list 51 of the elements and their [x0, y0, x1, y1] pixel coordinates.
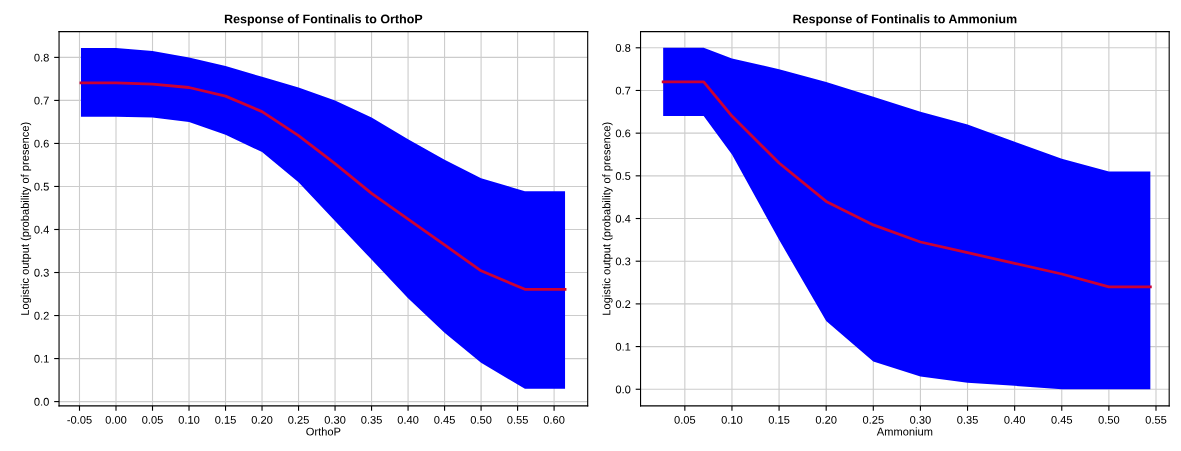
- line-series: [661, 80, 1152, 289]
- x-tick-label: 0.55: [1145, 415, 1167, 424]
- x-tick-label: 0.40: [397, 415, 419, 424]
- y-tick-label: 0.4: [34, 225, 49, 234]
- y-tick-label: 0.2: [615, 300, 631, 309]
- x-tick-label: 0.20: [251, 415, 273, 424]
- y-tick-label: 0.7: [615, 86, 631, 95]
- x-tick-label: 0.30: [910, 415, 931, 424]
- y-axis-title: Logistic output (probability of presence): [20, 122, 32, 315]
- y-tick-label: 0.3: [34, 268, 49, 277]
- x-tick-label: 0.35: [361, 415, 382, 424]
- y-tick-label: 0.3: [615, 257, 631, 266]
- chart-title: Response of Fontinalis to OrthoP: [224, 14, 423, 26]
- y-tick-label: 0.8: [34, 53, 49, 62]
- y-tick-label: 0.5: [615, 172, 631, 180]
- x-tick-label: 0.25: [862, 415, 884, 424]
- x-tick-label: 0.45: [434, 415, 455, 424]
- y-tick-label: 0.1: [34, 354, 49, 363]
- chart-title: Response of Fontinalis to Ammonium: [793, 14, 1017, 26]
- y-tick-label: 0.5: [34, 182, 49, 191]
- x-tick-label: 0.15: [215, 415, 236, 424]
- y-tick-label: 0.0: [615, 385, 631, 394]
- x-tick-label: 0.55: [507, 415, 528, 424]
- x-tick-label: -0.05: [67, 415, 92, 424]
- x-axis-title: OrthoP: [306, 427, 341, 436]
- x-tick-label: 0.35: [957, 415, 978, 424]
- x-tick-label: 0.10: [721, 415, 743, 424]
- y-tick-label: 0.0: [34, 397, 49, 406]
- y-axis-title: Logistic output (probability of presence): [602, 122, 613, 315]
- x-tick-label: 0.00: [105, 415, 127, 424]
- x-tick-label: 0.15: [768, 415, 790, 424]
- x-tick-label: 0.10: [178, 415, 200, 424]
- x-tick-label: 0.45: [1051, 415, 1073, 424]
- y-tick-label: 0.6: [615, 129, 631, 138]
- x-tick-label: 0.30: [324, 415, 346, 424]
- x-tick-label: 0.50: [470, 415, 492, 424]
- x-tick-label: 0.25: [288, 415, 309, 424]
- x-tick-label: 0.05: [674, 415, 696, 424]
- x-tick-label: 0.50: [1098, 415, 1120, 424]
- y-tick-label: 0.8: [615, 44, 631, 52]
- line-series: [79, 81, 567, 291]
- y-tick-label: 0.1: [615, 342, 631, 351]
- x-axis-title: Ammonium: [876, 427, 933, 436]
- y-tick-label: 0.4: [615, 214, 631, 223]
- y-tick-label: 0.7: [34, 96, 49, 105]
- x-tick-label: 0.20: [815, 415, 837, 424]
- y-tick-label: 0.2: [34, 311, 49, 320]
- x-tick-label: 0.05: [142, 415, 163, 424]
- x-tick-label: 0.40: [1004, 415, 1026, 424]
- x-tick-label: 0.60: [543, 415, 565, 424]
- y-tick-label: 0.6: [34, 139, 49, 148]
